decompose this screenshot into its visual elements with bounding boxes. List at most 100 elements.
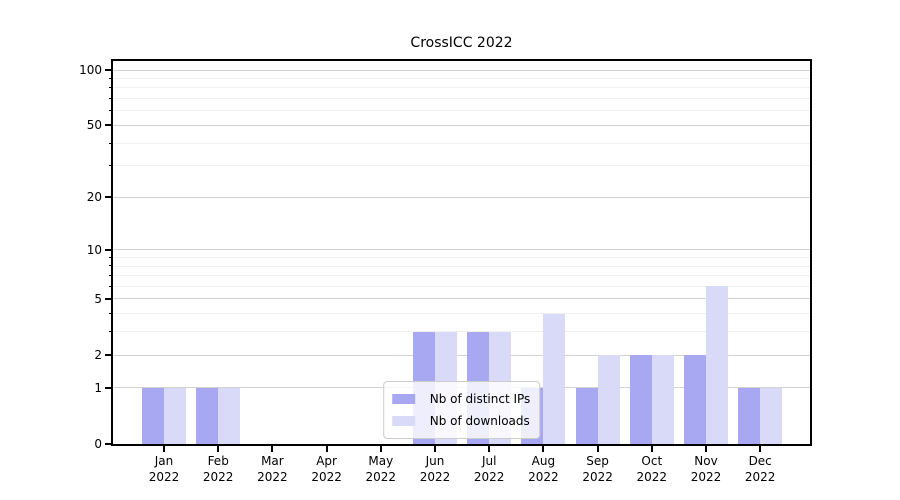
- gridline-minor-7: [113, 275, 810, 277]
- x-tick-mar: [271, 446, 274, 452]
- legend-item-downloads: Nb of downloads: [391, 410, 531, 432]
- x-label-month: Aug: [531, 454, 556, 468]
- x-label-year: 2022: [365, 470, 397, 484]
- gridline-10: [113, 249, 810, 251]
- x-tick-label-sep: Sep 2022: [566, 453, 630, 485]
- y-minor-tick-6: [109, 285, 113, 287]
- chart-title: CrossICC 2022: [410, 35, 513, 51]
- y-minor-tick-8: [109, 265, 113, 267]
- y-minor-tick-70: [109, 98, 113, 100]
- y-minor-tick-40: [109, 142, 113, 144]
- y-tick-50: [105, 124, 113, 127]
- x-label-month: Apr: [316, 454, 337, 468]
- x-label-month: Oct: [641, 454, 663, 468]
- x-tick-label-oct: Oct 2022: [620, 453, 684, 485]
- x-tick-jul: [488, 446, 491, 452]
- x-tick-label-feb: Feb 2022: [186, 453, 250, 485]
- y-tick-label-5: 5: [94, 291, 102, 306]
- bar-downloads-dec: [760, 387, 783, 444]
- x-tick-label-aug: Aug 2022: [511, 453, 575, 485]
- x-label-month: Nov: [694, 454, 718, 468]
- gridline-minor-80: [113, 87, 810, 89]
- x-label-year: 2022: [582, 470, 613, 484]
- gridline-minor-4: [113, 313, 810, 315]
- x-tick-may: [379, 446, 382, 452]
- gridline-5: [113, 298, 810, 300]
- x-tick-label-jun: Jun 2022: [403, 453, 467, 485]
- legend: Nb of distinct IPs Nb of downloads: [382, 381, 541, 439]
- legend-label-distinct-ips: Nb of distinct IPs: [429, 392, 531, 406]
- x-label-month: May: [368, 454, 394, 468]
- y-tick-label-1: 1: [94, 380, 102, 395]
- bar-downloads-feb: [218, 387, 241, 444]
- y-tick-2: [105, 353, 113, 356]
- x-tick-label-dec: Dec 2022: [728, 453, 792, 485]
- legend-swatch-distinct-ips: [391, 394, 415, 404]
- legend-item-distinct-ips: Nb of distinct IPs: [391, 388, 531, 410]
- x-label-month: Sep: [586, 454, 609, 468]
- y-tick-1: [105, 386, 113, 389]
- bar-downloads-oct: [651, 355, 674, 444]
- x-tick-nov: [705, 446, 707, 452]
- x-tick-aug: [542, 446, 545, 452]
- y-minor-tick-7: [109, 275, 113, 277]
- y-tick-label-0: 0: [94, 437, 102, 451]
- x-tick-label-nov: Nov 2022: [674, 453, 738, 485]
- plot-area: Nb of distinct IPs Nb of downloads: [111, 59, 812, 446]
- y-tick-label-20: 20: [86, 190, 102, 205]
- bar-distinct-ips-nov: [684, 355, 706, 444]
- gridline-minor-30: [113, 165, 810, 167]
- x-label-month: Jan: [154, 454, 174, 468]
- y-minor-tick-4: [109, 313, 113, 315]
- gridline-minor-8: [113, 265, 810, 267]
- y-tick-label-50: 50: [86, 118, 102, 133]
- bar-distinct-ips-oct: [629, 355, 652, 444]
- gridline-100: [113, 69, 810, 71]
- x-tick-oct: [650, 446, 653, 452]
- x-tick-jun: [434, 446, 436, 452]
- bar-distinct-ips-jan: [142, 387, 164, 444]
- x-tick-label-jul: Jul 2022: [457, 453, 521, 485]
- x-tick-feb: [217, 446, 220, 452]
- x-label-year: 2022: [419, 470, 451, 484]
- y-minor-tick-80: [109, 87, 113, 89]
- y-minor-tick-90: [109, 78, 113, 80]
- x-tick-dec: [759, 446, 762, 452]
- y-minor-tick-30: [109, 165, 113, 167]
- y-tick-100: [105, 69, 113, 72]
- x-tick-label-apr: Apr 2022: [295, 453, 359, 485]
- y-minor-tick-60: [109, 110, 113, 112]
- x-label-year: 2022: [257, 470, 288, 484]
- x-tick-sep: [596, 446, 599, 452]
- x-label-month: Feb: [207, 454, 229, 468]
- x-label-year: 2022: [690, 470, 722, 484]
- bar-downloads-jan: [164, 387, 186, 444]
- x-label-year: 2022: [311, 470, 342, 484]
- y-tick-5: [105, 297, 113, 300]
- y-tick-label-2: 2: [94, 347, 102, 362]
- x-label-year: 2022: [744, 470, 776, 484]
- y-tick-10: [105, 248, 113, 251]
- legend-label-downloads: Nb of downloads: [429, 414, 530, 428]
- gridline-minor-70: [113, 98, 810, 100]
- bar-downloads-aug: [543, 313, 566, 444]
- gridline-20: [113, 196, 810, 198]
- y-tick-0: [105, 443, 113, 445]
- x-label-month: Mar: [261, 454, 284, 468]
- legend-swatch-downloads: [391, 416, 415, 426]
- x-label-month: Jun: [425, 454, 445, 468]
- gridline-50: [113, 124, 810, 126]
- x-label-month: Jul: [481, 454, 497, 468]
- gridline-minor-90: [113, 78, 810, 80]
- x-label-year: 2022: [636, 470, 668, 484]
- x-label-year: 2022: [473, 470, 505, 484]
- bar-downloads-nov: [706, 286, 728, 444]
- gridline-2: [113, 354, 810, 356]
- y-tick-label-100: 100: [79, 63, 102, 78]
- gridline-minor-9: [113, 256, 810, 258]
- bar-distinct-ips-dec: [738, 387, 761, 444]
- bar-distinct-ips-sep: [575, 387, 598, 444]
- gridline-minor-3: [113, 331, 810, 333]
- y-minor-tick-3: [109, 331, 113, 333]
